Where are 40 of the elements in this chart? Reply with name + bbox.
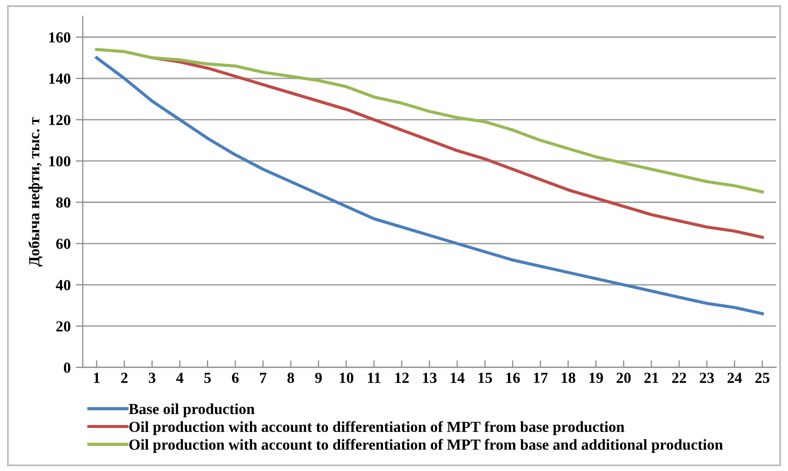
y-tick-label: 60: [56, 238, 70, 249]
y-axis-title: Добыча нефти, тыс. т: [28, 117, 42, 267]
x-tick-label: 17: [534, 372, 548, 383]
x-tick-label: 12: [395, 372, 409, 383]
x-tick-label: 8: [287, 372, 294, 383]
legend-label: Base oil production: [128, 403, 255, 418]
y-tick-label: 140: [49, 74, 70, 84]
x-tick-label: 20: [616, 372, 631, 383]
x-tick-label: 3: [148, 372, 156, 383]
x-tick-label: 10: [340, 372, 354, 383]
y-tick-label: 160: [49, 32, 70, 43]
x-tick-label: 7: [260, 372, 266, 383]
x-tick-label: 22: [672, 372, 686, 383]
y-tick-label: 80: [56, 197, 70, 208]
line-series: [95, 48, 764, 194]
x-tick-label: 18: [562, 372, 576, 383]
y-tick-label: 20: [56, 321, 70, 332]
x-tick-label: 16: [506, 372, 520, 383]
y-tick-label: 120: [49, 114, 70, 126]
x-tick-label: 9: [315, 372, 322, 383]
x-tick-label: 2: [121, 372, 128, 383]
x-tick-label: 25: [755, 372, 770, 383]
x-tick-label: 19: [589, 372, 603, 383]
y-tick-label: 100: [49, 156, 70, 166]
legend-label: Oil production with account to differentiation of MPT from base and additional production: [129, 438, 723, 453]
x-tick-label: 24: [728, 372, 742, 383]
x-tick-label: 14: [450, 372, 465, 383]
x-tick-label: 6: [232, 372, 239, 383]
x-tick-label: 23: [700, 372, 714, 383]
line-series: [95, 56, 764, 316]
x-tick-label: 15: [478, 372, 492, 383]
x-tick-label: 5: [204, 372, 211, 383]
x-tick-label: 4: [176, 372, 184, 383]
y-tick-label: 0: [64, 362, 70, 373]
x-tick-label: 1: [94, 372, 100, 383]
y-tick-label: 40: [56, 280, 70, 290]
x-tick-label: 11: [368, 372, 380, 383]
x-tick-label: 21: [644, 372, 658, 383]
x-tick-label: 13: [423, 372, 437, 383]
legend-label: Oil production with account to differentiation of MPT from base production: [129, 421, 624, 436]
